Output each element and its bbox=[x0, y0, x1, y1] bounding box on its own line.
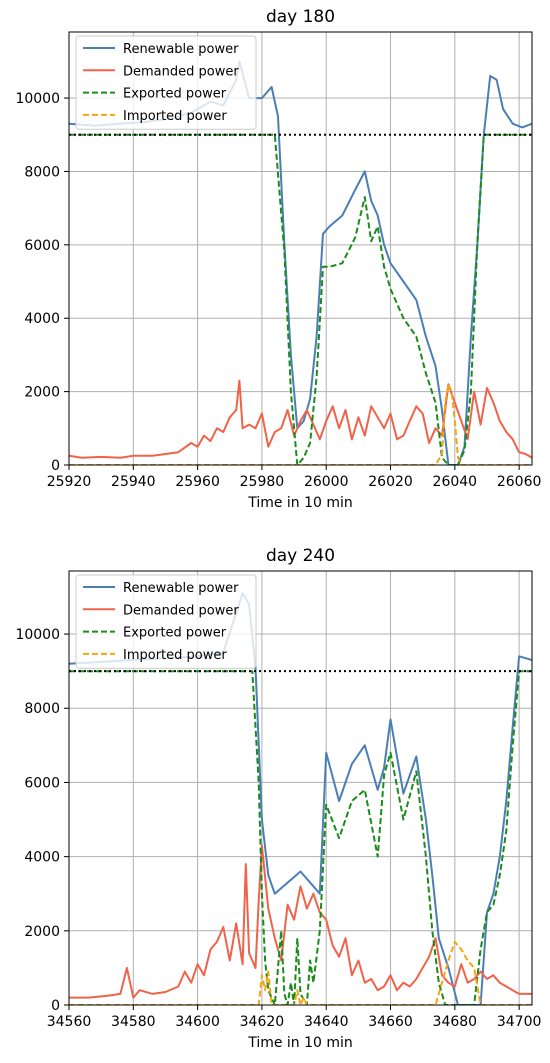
series-line-exported-power bbox=[69, 133, 532, 465]
legend-label: Renewable power bbox=[123, 581, 239, 596]
y-tick-label: 2000 bbox=[24, 924, 60, 940]
chart-title: day 240 bbox=[266, 546, 335, 566]
legend: Renewable power Demanded power Exported po… bbox=[75, 35, 257, 130]
legend-box bbox=[75, 574, 257, 669]
y-tick-label: 10000 bbox=[15, 627, 60, 643]
x-axis-label: Time in 10 min bbox=[247, 495, 353, 511]
x-tick-label: 34620 bbox=[240, 1014, 285, 1030]
y-tick-label: 0 bbox=[51, 998, 60, 1014]
legend-label: Exported power bbox=[123, 87, 227, 102]
series-line-demanded-power bbox=[69, 379, 532, 459]
chart-title: day 180 bbox=[266, 7, 335, 27]
x-tick-label: 34700 bbox=[497, 1014, 542, 1030]
x-tick-label: 26040 bbox=[433, 474, 478, 490]
series-line-demanded-power bbox=[69, 844, 532, 999]
x-axis-label: Time in 10 min bbox=[247, 1035, 353, 1051]
legend-label: Imported power bbox=[123, 648, 227, 663]
y-tick-label: 8000 bbox=[24, 701, 60, 717]
y-tick-label: 4000 bbox=[24, 850, 60, 866]
grid bbox=[68, 32, 532, 466]
series-line-imported-power bbox=[69, 940, 532, 1005]
x-tick-label: 26020 bbox=[368, 474, 413, 490]
y-tick-label: 6000 bbox=[24, 775, 60, 791]
axes-frame bbox=[68, 31, 533, 466]
x-tick-label: 34600 bbox=[175, 1014, 220, 1030]
legend-label: Demanded power bbox=[123, 603, 239, 618]
series-line-exported-power bbox=[69, 670, 532, 1005]
x-tick-label: 25920 bbox=[47, 474, 92, 490]
y-tick-label: 6000 bbox=[24, 238, 60, 254]
legend: Renewable power Demanded power Exported po… bbox=[75, 574, 257, 669]
x-tick-label: 34680 bbox=[433, 1014, 478, 1030]
legend-label: Exported power bbox=[123, 626, 227, 641]
axes-frame bbox=[68, 570, 533, 1006]
x-tick-label: 25980 bbox=[240, 474, 285, 490]
y-tick-label: 2000 bbox=[24, 385, 60, 401]
legend-label: Demanded power bbox=[123, 64, 239, 79]
y-tick-label: 0 bbox=[51, 458, 60, 474]
x-tick-label: 25960 bbox=[175, 474, 220, 490]
x-tick-label: 26000 bbox=[304, 474, 349, 490]
x-tick-label: 34560 bbox=[47, 1014, 92, 1030]
legend-box bbox=[75, 35, 257, 130]
y-tick-label: 8000 bbox=[24, 164, 60, 180]
legend-label: Imported power bbox=[123, 109, 227, 124]
x-tick-label: 34580 bbox=[111, 1014, 156, 1030]
y-tick-label: 10000 bbox=[15, 91, 60, 107]
y-tick-label: 4000 bbox=[24, 311, 60, 327]
chart-2: 34560 34580 34600 34620 34640 34660 34680 34700… bbox=[15, 546, 541, 1051]
chart-1: 25920 25940 25960 25980 26000 26020 26040 26060… bbox=[15, 7, 541, 511]
x-tick-label: 25940 bbox=[111, 474, 156, 490]
x-tick-label: 34660 bbox=[368, 1014, 413, 1030]
x-tick-label: 26060 bbox=[497, 474, 542, 490]
legend-label: Renewable power bbox=[123, 42, 239, 57]
x-tick-label: 34640 bbox=[304, 1014, 349, 1030]
